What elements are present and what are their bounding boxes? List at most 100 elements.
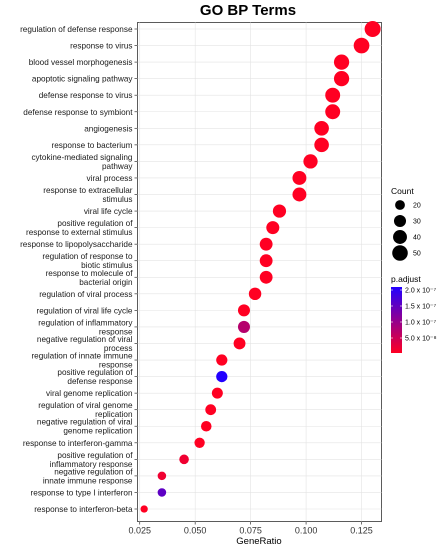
y-category-label-line: response to virus <box>70 42 132 51</box>
x-tick-label: 0.025 <box>128 526 151 536</box>
data-point <box>233 337 246 350</box>
y-category-label-line: inflammatory response <box>50 460 133 469</box>
y-category-label-line: angiogenesis <box>84 124 132 133</box>
data-point <box>333 71 350 87</box>
data-point <box>205 404 217 416</box>
y-category-label: regulation of viral life cycle <box>36 306 132 315</box>
grid-lines <box>137 22 382 522</box>
count-legend-dot <box>393 214 407 228</box>
y-category-label-line: viral genome replication <box>46 389 133 398</box>
y-category-label: response to interferon-gamma <box>23 439 133 448</box>
y-category-label-line: negative regulation of viral <box>37 335 133 344</box>
data-point <box>157 488 167 497</box>
y-category-label: regulation of defense response <box>20 25 133 34</box>
y-category-label-line: stimulus <box>102 195 132 204</box>
y-category-label-line: regulation of defense response <box>20 25 133 34</box>
data-point <box>194 437 205 448</box>
y-category-label-line: response to interferon-beta <box>34 505 133 514</box>
y-category-label: negative regulation of viral genome repli… <box>37 418 133 436</box>
y-category-label: response to virus <box>70 42 132 51</box>
x-tick-label: 0.100 <box>295 526 318 536</box>
y-category-label: response to interferon-beta <box>34 505 133 514</box>
y-category-label-line: positive regulation of <box>57 451 133 460</box>
x-axis-ticks: 0.025 0.050 0.075 0.100 0.125 <box>128 521 373 536</box>
y-category-label: positive regulation of response to extern… <box>26 219 133 237</box>
data-point <box>292 171 307 185</box>
y-category-label-line: regulation of innate immune <box>31 352 132 361</box>
x-tick-label: 0.050 <box>184 526 207 536</box>
y-category-label-line: negative regulation of <box>54 467 133 476</box>
y-category-label-line: response to bacterium <box>51 141 132 150</box>
y-category-label: regulation of response to biotic stimulus <box>42 252 133 270</box>
y-category-label-line: defense response to symbiont <box>23 108 133 117</box>
data-point <box>314 121 329 136</box>
y-category-label-line: positive regulation of <box>57 368 133 377</box>
y-category-label-line: genome replication <box>63 427 133 436</box>
data-point <box>272 204 287 218</box>
y-axis-labels: regulation of defense response response t… <box>20 25 138 514</box>
y-category-label-line: response to molecule of <box>46 269 134 278</box>
data-point <box>211 387 223 399</box>
data-point <box>216 354 228 366</box>
y-category-label-line: response to external stimulus <box>26 228 133 237</box>
y-category-label: viral process <box>87 174 133 183</box>
y-category-label-line: blood vessel morphogenesis <box>29 58 133 67</box>
y-category-label-line: response to type I interferon <box>31 488 133 497</box>
y-category-label: viral genome replication <box>46 389 133 398</box>
y-category-label-line: regulation of viral genome <box>38 401 133 410</box>
data-point <box>325 87 341 103</box>
y-category-label: response to type I interferon <box>31 488 133 497</box>
y-category-label-line: regulation of viral process <box>39 290 132 299</box>
y-category-label-line: replication <box>95 410 133 419</box>
y-category-label: regulation of viral genome replication <box>38 401 133 419</box>
y-category-label-line: innate immune response <box>43 476 133 485</box>
y-category-label: response to molecule of bacterial origin <box>46 269 134 287</box>
y-category-label-line: response to extracellular <box>43 186 132 195</box>
data-points <box>140 20 381 513</box>
count-legend-title: Count <box>391 186 414 196</box>
y-category-label-line: process <box>104 344 133 353</box>
y-category-label-line: bacterial origin <box>79 278 133 287</box>
y-category-label: regulation of inflammatory response <box>38 318 133 336</box>
count-legend-dot <box>392 245 408 261</box>
y-category-label-line: regulation of viral life cycle <box>36 306 132 315</box>
padj-colorbar <box>391 287 402 353</box>
data-point <box>314 137 329 153</box>
y-category-label: positive regulation of defense response <box>57 368 133 386</box>
data-point <box>216 370 228 383</box>
data-point <box>325 104 341 120</box>
count-legend-label: 30 <box>413 219 421 226</box>
data-point <box>303 154 318 169</box>
y-category-label-line: viral life cycle <box>84 207 133 216</box>
y-category-label: response to bacterium <box>51 141 132 150</box>
count-legend-label: 40 <box>413 235 421 242</box>
count-legend-label: 50 <box>413 251 421 258</box>
y-category-label: response to lipopolysaccharide <box>20 240 133 249</box>
y-category-label-line: positive regulation of <box>57 219 133 228</box>
y-category-label: negative regulation of innate immune resp… <box>43 467 133 485</box>
y-category-label: viral life cycle <box>84 207 133 216</box>
y-category-label: regulation of viral process <box>39 290 132 299</box>
y-category-label-line: response <box>99 361 133 370</box>
data-point <box>353 37 370 54</box>
data-point <box>157 471 167 481</box>
y-category-label: regulation of innate immune response <box>31 352 132 370</box>
data-point <box>292 187 307 202</box>
data-point <box>333 54 350 70</box>
padj-legend-label: 1.5 x 10⁻⁷ <box>405 304 437 311</box>
data-point <box>237 320 250 333</box>
count-legend-dot <box>395 200 405 210</box>
y-category-label: defense response to virus <box>39 91 133 100</box>
y-category-label-line: response to lipopolysaccharide <box>20 240 133 249</box>
y-category-label-line: defense response <box>67 377 133 386</box>
x-tick-label: 0.075 <box>239 526 262 536</box>
y-category-label: angiogenesis <box>84 124 132 133</box>
count-legend-label: 20 <box>413 203 421 210</box>
y-category-label-line: response <box>99 327 133 336</box>
x-axis-title: GeneRatio <box>236 536 281 547</box>
y-category-label-line: response to interferon-gamma <box>23 439 133 448</box>
y-category-label-line: biotic stimulus <box>81 261 132 270</box>
data-point <box>248 287 262 301</box>
plot-panel <box>137 22 382 522</box>
